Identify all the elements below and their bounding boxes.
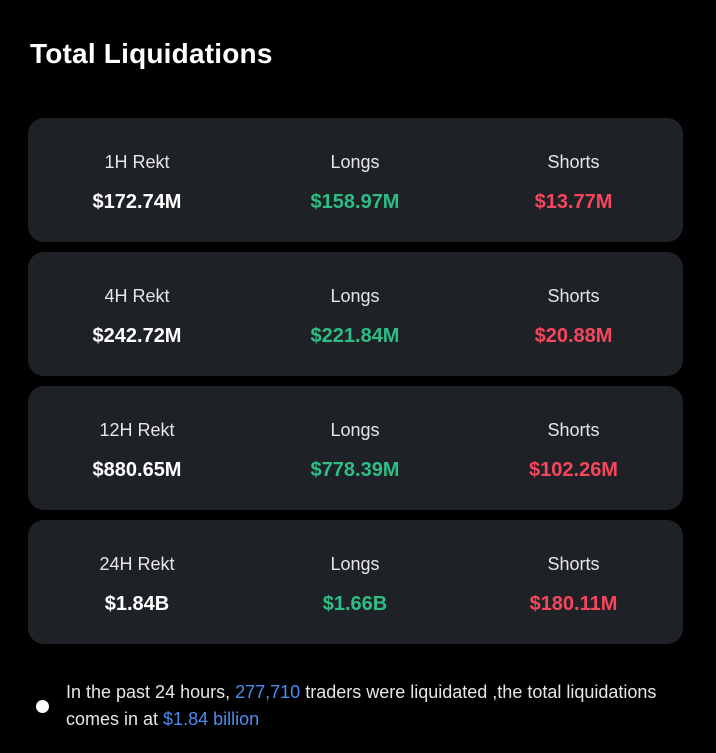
- period-label: 12H Rekt: [99, 420, 175, 440]
- liquidation-card-4h: 4H Rekt $242.72M Longs $221.84M Shorts $…: [28, 252, 683, 376]
- longs-value: $221.84M: [310, 325, 400, 347]
- longs-column: Longs $158.97M: [246, 118, 464, 242]
- total-value: $880.65M: [92, 459, 182, 481]
- longs-label: Longs: [330, 554, 380, 574]
- page-title: Total Liquidations: [30, 38, 273, 69]
- period-label: 4H Rekt: [104, 286, 170, 306]
- longs-value: $158.97M: [310, 191, 400, 213]
- total-column: 1H Rekt $172.74M: [28, 118, 246, 242]
- longs-label: Longs: [330, 152, 380, 172]
- liquidations-cards: 1H Rekt $172.74M Longs $158.97M Shorts $…: [28, 118, 683, 654]
- liquidation-card-12h: 12H Rekt $880.65M Longs $778.39M Shorts …: [28, 386, 683, 510]
- total-value: $242.72M: [92, 325, 182, 347]
- shorts-value: $20.88M: [534, 325, 613, 347]
- total-liquidation-amount[interactable]: $1.84 billion: [163, 709, 260, 729]
- bullet-dot-icon: [36, 699, 49, 713]
- shorts-label: Shorts: [547, 286, 600, 306]
- longs-column: Longs $221.84M: [246, 252, 464, 376]
- period-label: 24H Rekt: [99, 554, 175, 574]
- longs-column: Longs $1.66B: [246, 520, 464, 644]
- shorts-label: Shorts: [547, 420, 600, 440]
- shorts-label: Shorts: [547, 152, 600, 172]
- shorts-label: Shorts: [547, 554, 600, 574]
- period-label: 1H Rekt: [104, 152, 170, 172]
- summary-text-part2: traders were liquidated ,the total liqui…: [66, 682, 657, 729]
- shorts-column: Shorts $102.26M: [464, 386, 683, 510]
- longs-column: Longs $778.39M: [246, 386, 464, 510]
- total-column: 4H Rekt $242.72M: [28, 252, 246, 376]
- longs-value: $1.66B: [322, 593, 388, 615]
- total-column: 24H Rekt $1.84B: [28, 520, 246, 644]
- total-value: $172.74M: [92, 191, 182, 213]
- summary-text-part1: In the past 24 hours,: [66, 682, 236, 702]
- shorts-value: $13.77M: [534, 191, 613, 213]
- summary-text: In the past 24 hours, 277,710 traders we…: [66, 679, 696, 733]
- traders-count[interactable]: 277,710: [235, 682, 301, 702]
- shorts-value: $102.26M: [529, 459, 618, 481]
- shorts-column: Shorts $20.88M: [464, 252, 683, 376]
- shorts-value: $180.11M: [529, 593, 618, 615]
- liquidation-summary: In the past 24 hours, 277,710 traders we…: [36, 679, 696, 733]
- longs-label: Longs: [330, 420, 380, 440]
- shorts-column: Shorts $13.77M: [464, 118, 683, 242]
- shorts-column: Shorts $180.11M: [464, 520, 683, 644]
- longs-label: Longs: [330, 286, 380, 306]
- liquidation-card-1h: 1H Rekt $172.74M Longs $158.97M Shorts $…: [28, 118, 683, 242]
- total-value: $1.84B: [104, 593, 170, 615]
- liquidation-card-24h: 24H Rekt $1.84B Longs $1.66B Shorts $180…: [28, 520, 683, 644]
- longs-value: $778.39M: [310, 459, 400, 481]
- total-column: 12H Rekt $880.65M: [28, 386, 246, 510]
